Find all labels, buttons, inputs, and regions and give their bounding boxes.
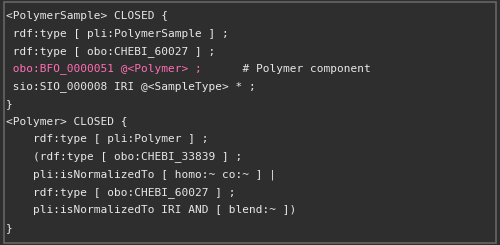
Text: rdf:type [ pli:PolymerSample ] ;: rdf:type [ pli:PolymerSample ] ; (6, 29, 229, 38)
Text: pli:isNormalizedTo [ homo:~ co:~ ] |: pli:isNormalizedTo [ homo:~ co:~ ] | (6, 170, 276, 180)
Text: <PolymerSample> CLOSED {: <PolymerSample> CLOSED { (6, 11, 168, 21)
Text: sio:SIO_000008 IRI @<SampleType> * ;: sio:SIO_000008 IRI @<SampleType> * ; (6, 81, 256, 92)
Text: obo:BFO_0000051 @<Polymer> ;: obo:BFO_0000051 @<Polymer> ; (6, 63, 202, 74)
Text: rdf:type [ obo:CHEBI_60027 ] ;: rdf:type [ obo:CHEBI_60027 ] ; (6, 46, 215, 57)
FancyBboxPatch shape (4, 2, 496, 243)
Text: # Polymer component: # Polymer component (202, 64, 370, 74)
Text: (rdf:type [ obo:CHEBI_33839 ] ;: (rdf:type [ obo:CHEBI_33839 ] ; (6, 152, 242, 162)
Text: <Polymer> CLOSED {: <Polymer> CLOSED { (6, 117, 128, 127)
Text: }: } (6, 223, 13, 233)
Text: }: } (6, 99, 13, 109)
Text: rdf:type [ obo:CHEBI_60027 ] ;: rdf:type [ obo:CHEBI_60027 ] ; (6, 187, 235, 198)
Text: rdf:type [ pli:Polymer ] ;: rdf:type [ pli:Polymer ] ; (6, 135, 208, 144)
Text: pli:isNormalizedTo IRI AND [ blend:~ ]): pli:isNormalizedTo IRI AND [ blend:~ ]) (6, 205, 296, 215)
